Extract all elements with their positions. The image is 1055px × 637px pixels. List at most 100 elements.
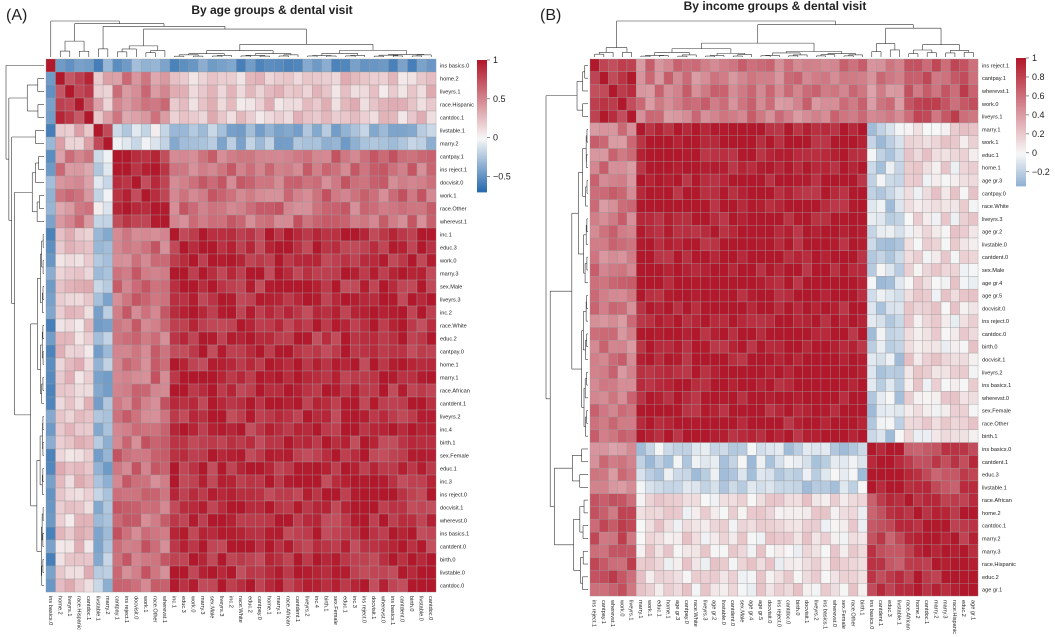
- heatmap-cell: [737, 365, 748, 379]
- legend-color-step: [1016, 166, 1026, 170]
- heatmap-cell: [737, 212, 748, 226]
- heatmap-cell: [857, 161, 868, 175]
- heatmap-cell: [188, 370, 199, 385]
- panel-b-column-labels: ins reject.1 cantpay.1 wherevst.1 work.0 liv…: [591, 599, 976, 634]
- heatmap-cell: [950, 186, 960, 200]
- heatmap-cell: [264, 175, 275, 190]
- heatmap-cell: [264, 214, 275, 229]
- heatmap-cell: [188, 266, 199, 281]
- heatmap-cell: [264, 188, 275, 203]
- heatmap-cell: [74, 396, 85, 411]
- legend-color-step: [477, 154, 487, 158]
- heatmap-cell: [894, 225, 905, 239]
- heatmap-cell: [848, 544, 859, 558]
- heatmap-cell: [608, 327, 618, 341]
- heatmap-cell: [746, 71, 757, 85]
- column-label: educ.3: [886, 600, 892, 617]
- heatmap-cell: [599, 173, 609, 188]
- heatmap-cell: [811, 225, 822, 239]
- legend-color-step: [477, 178, 487, 182]
- heatmap-cell: [654, 327, 665, 341]
- heatmap-cell: [64, 370, 75, 385]
- heatmap-cell: [589, 97, 600, 111]
- heatmap-cell: [93, 123, 104, 138]
- heatmap-cell: [359, 136, 370, 151]
- heatmap-cell: [45, 97, 56, 112]
- heatmap-cell: [274, 149, 285, 164]
- heatmap-cell: [64, 461, 75, 476]
- heatmap-cell: [274, 370, 285, 385]
- heatmap-cell: [793, 416, 803, 431]
- heatmap-cell: [283, 71, 294, 86]
- row-label: liveyrs.1: [982, 115, 1003, 121]
- heatmap-cell: [397, 500, 408, 515]
- heatmap-cell: [302, 435, 313, 450]
- heatmap-cell: [45, 331, 56, 346]
- heatmap-cell: [950, 378, 960, 392]
- heatmap-cell: [746, 135, 757, 149]
- heatmap-cell: [636, 84, 646, 98]
- legend-color-step: [477, 123, 487, 127]
- heatmap-cell: [226, 500, 237, 515]
- heatmap-cell: [820, 455, 831, 469]
- heatmap-cell: [820, 225, 831, 239]
- heatmap-cell: [756, 583, 766, 597]
- heatmap-cell: [169, 435, 180, 450]
- heatmap-cell: [654, 161, 665, 175]
- heatmap-cell: [159, 383, 170, 398]
- heatmap-cell: [950, 148, 960, 162]
- heatmap-cell: [64, 292, 75, 307]
- panel-b-color-legend: 10.80.60.40.20−0.2: [1016, 53, 1050, 187]
- heatmap-cell: [709, 135, 720, 149]
- heatmap-cell: [255, 240, 266, 255]
- heatmap-cell: [245, 448, 256, 463]
- heatmap-cell: [636, 544, 646, 558]
- heatmap-cell: [940, 493, 951, 507]
- heatmap-cell: [397, 396, 408, 411]
- heatmap-cell: [866, 212, 877, 226]
- heatmap-cell: [959, 570, 969, 584]
- legend-color-step: [477, 108, 487, 111]
- heatmap-cell: [140, 435, 151, 450]
- heatmap-cell: [217, 552, 227, 567]
- heatmap-cell: [589, 173, 600, 188]
- heatmap-cell: [672, 122, 683, 136]
- heatmap-cell: [783, 173, 794, 188]
- heatmap-cell: [802, 570, 812, 584]
- heatmap-cell: [866, 544, 877, 558]
- heatmap-cell: [811, 250, 822, 264]
- heatmap-cell: [255, 188, 266, 203]
- heatmap-cell: [802, 416, 812, 431]
- heatmap-cell: [102, 123, 113, 138]
- heatmap-cell: [636, 493, 646, 507]
- heatmap-cell: [737, 135, 748, 149]
- heatmap-cell: [728, 506, 739, 520]
- heatmap-cell: [159, 253, 170, 268]
- legend-color-step: [477, 150, 487, 153]
- heatmap-cell: [283, 240, 294, 255]
- heatmap-cell: [121, 188, 132, 203]
- legend-color-step: [477, 71, 487, 74]
- heatmap-cell: [321, 513, 332, 528]
- heatmap-cell: [626, 467, 637, 482]
- heatmap-cell: [274, 461, 285, 476]
- heatmap-cell: [802, 71, 812, 85]
- heatmap-cell: [397, 188, 408, 203]
- heatmap-cell: [876, 557, 886, 571]
- heatmap-cell: [121, 123, 132, 138]
- heatmap-cell: [350, 539, 361, 554]
- heatmap-cell: [774, 71, 785, 85]
- heatmap-cell: [765, 493, 775, 507]
- heatmap-cell: [255, 487, 266, 502]
- heatmap-cell: [645, 480, 655, 494]
- heatmap-cell: [331, 448, 342, 463]
- heatmap-cell: [626, 212, 637, 226]
- heatmap-cell: [140, 71, 151, 86]
- heatmap-cell: [312, 266, 323, 281]
- heatmap-cell: [922, 84, 933, 98]
- heatmap-cell: [207, 539, 218, 554]
- legend-color-step: [477, 134, 487, 138]
- heatmap-cell: [691, 58, 702, 73]
- heatmap-cell: [93, 175, 104, 190]
- heatmap-cell: [820, 301, 831, 315]
